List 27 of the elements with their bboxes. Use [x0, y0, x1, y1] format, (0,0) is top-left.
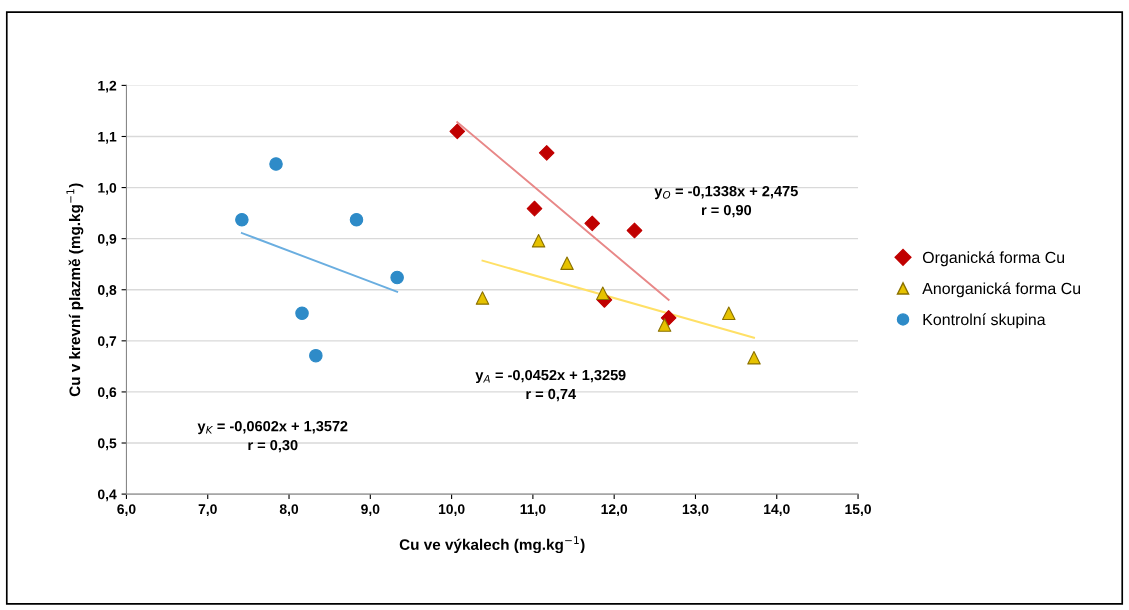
- x-tick-label: 7,0: [198, 504, 217, 517]
- y-tick-label: 0,6: [97, 387, 117, 400]
- annotation: y$_{O}$ = -0,1338x + 2,475 r = 0,90: [654, 185, 798, 218]
- y-axis-title: Cu v krevní plazmě (mg.kg$^{−1}$): [66, 183, 84, 397]
- annotation: y$_{A}$ = -0,0452x + 1,3259 r = 0,74: [475, 369, 626, 402]
- y-tick-label: 1,0: [98, 182, 117, 195]
- legend-label: Organická forma Cu: [922, 251, 1065, 267]
- x-tick-label: 9,0: [361, 504, 380, 517]
- x-tick-label: 8,0: [279, 504, 299, 517]
- y-tick-label: 0,5: [97, 438, 117, 451]
- x-tick-label: 13,0: [682, 504, 709, 517]
- x-tick-label: 11,0: [520, 504, 546, 517]
- y-tick-label: 0,8: [97, 285, 117, 297]
- annotation: y$_{K}$ = -0,0602x + 1,3572 r = 0,30: [197, 420, 348, 453]
- x-tick-label: 12,0: [601, 504, 628, 517]
- y-tick-label: 0,4: [97, 489, 117, 502]
- y-tick-label: 1,1: [98, 131, 117, 144]
- x-tick-label: 15,0: [845, 504, 871, 517]
- x-tick-label: 6,0: [117, 504, 136, 517]
- y-tick-label: 0,7: [97, 336, 117, 349]
- x-tick-label: 10,0: [438, 504, 465, 517]
- y-tick-label: 0,9: [97, 234, 117, 246]
- x-axis-title: Cu ve výkalech (mg.kg$^{−1}$): [399, 536, 585, 554]
- legend-label: Kontrolní skupina: [923, 313, 1046, 329]
- y-tick-label: 1,2: [98, 80, 117, 93]
- x-tick-label: 14,0: [764, 504, 790, 517]
- legend-label: Anorganická forma Cu: [922, 282, 1081, 298]
